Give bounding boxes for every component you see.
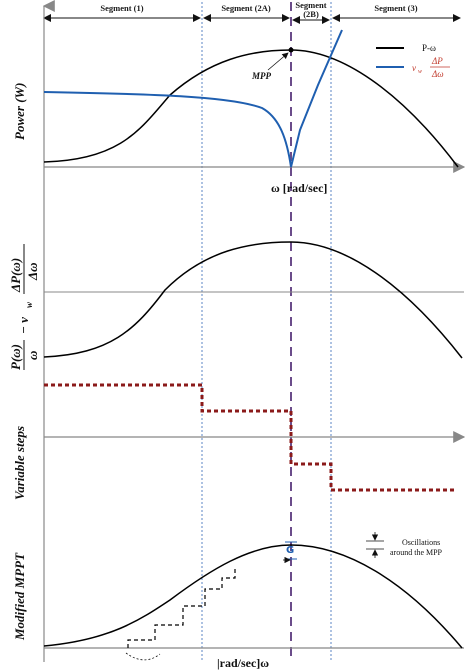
- panel2-y-label: P(ω) ω − v w ΔP(ω) Δω: [8, 244, 40, 370]
- segment-2b-label-1: Segment: [295, 0, 326, 10]
- step-staircase: [127, 568, 236, 648]
- legend-label-dp: ΔP: [431, 56, 443, 66]
- panel2-ylabel-mid: − v: [16, 317, 31, 334]
- panel-modified-mppt: G Oscillations around the MPP |rad/sec]ω…: [12, 532, 464, 670]
- vw-dp-domega-curve: [43, 29, 343, 168]
- oscillation-glyph: G: [286, 545, 294, 556]
- panel-power: MPP ω [rad/sec] Power (W) P-ω v w ΔP Δω: [12, 29, 466, 195]
- mpp-label: MPP: [251, 71, 272, 81]
- segment-3-label: Segment (3): [374, 3, 417, 13]
- panel1-y-label: Power (W): [12, 83, 27, 140]
- panel2-ylabel-sub: w: [24, 301, 34, 308]
- panel4-x-label: |rad/sec]ω: [217, 656, 269, 670]
- oscillation-legend: Oscillations around the MPP: [366, 532, 443, 558]
- legend-label-power: P-ω: [422, 43, 436, 53]
- panel1-x-label: ω [rad/sec]: [271, 181, 327, 195]
- mpp-pointer: [267, 52, 289, 71]
- ratio-curve: [43, 241, 463, 359]
- modified-mppt-curve: [43, 544, 463, 649]
- oscillation-marker: G: [283, 541, 297, 564]
- panel2-ylabel-den1: ω: [25, 351, 40, 360]
- variable-steps-line: [44, 383, 456, 492]
- panel2-ylabel-den2: Δω: [25, 262, 40, 281]
- segment-1-label: Segment (1): [100, 3, 143, 13]
- legend-label-vw: v: [412, 63, 416, 73]
- panel4-y-label: Modified MPPT: [12, 552, 27, 641]
- osc-legend-text-1: Oscillations: [402, 538, 440, 547]
- legend-label-domega: Δω: [431, 69, 444, 79]
- legend: P-ω v w ΔP Δω: [376, 43, 450, 79]
- panel-ratio: P(ω) ω − v w ΔP(ω) Δω: [8, 241, 464, 370]
- panel2-ylabel-num2: ΔP(ω): [8, 258, 23, 293]
- panel-steps: Variable steps: [12, 383, 466, 500]
- panel3-y-label: Variable steps: [12, 426, 27, 500]
- power-curve: [43, 49, 459, 168]
- segment-2b-label-2: (2B): [303, 9, 319, 19]
- osc-legend-text-2: around the MPP: [390, 548, 443, 557]
- mpp-point: [288, 47, 294, 53]
- legend-label-vw-sub: w: [418, 69, 422, 75]
- swing-arrow: [125, 652, 161, 661]
- segment-header: Segment (1) Segment (2A) Segment (2B) Se…: [43, 0, 461, 24]
- segment-2a-label: Segment (2A): [221, 3, 271, 13]
- panel2-ylabel-num1: P(ω): [8, 344, 23, 370]
